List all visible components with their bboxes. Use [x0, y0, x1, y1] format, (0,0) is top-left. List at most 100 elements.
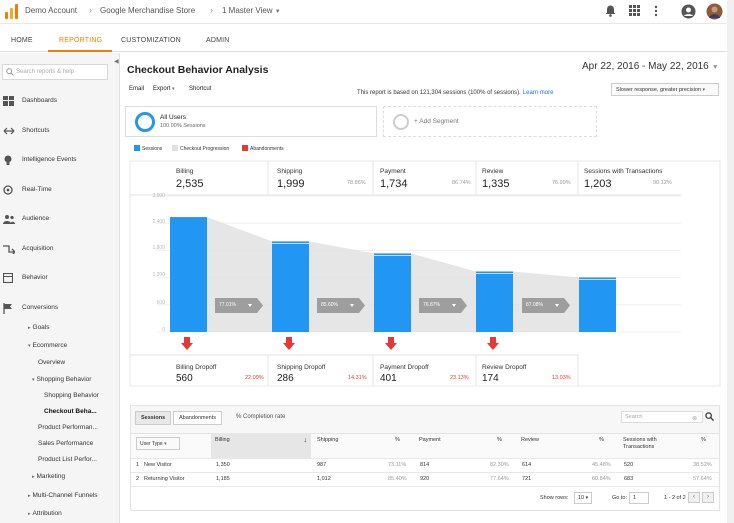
table-search-input[interactable]: Search: [621, 411, 703, 423]
analytics-logo-icon[interactable]: [5, 4, 18, 19]
property-crumb[interactable]: Google Merchandise Store: [100, 6, 196, 15]
segment-title: All Users: [160, 114, 187, 121]
export-button[interactable]: Export ▾: [153, 86, 175, 92]
segment-all-users[interactable]: All Users 100.00% Sessions: [125, 106, 377, 137]
caret-right-icon: ▸: [32, 474, 35, 480]
sidebar-item-ecommerce[interactable]: ▾ Ecommerce: [28, 342, 67, 349]
precision-selector[interactable]: Slower response, greater precision ▾: [611, 83, 719, 96]
cell: 614: [522, 462, 532, 468]
col-review[interactable]: Review: [521, 437, 540, 443]
sidebar-item-attribution[interactable]: ▸ Attribution: [28, 510, 62, 517]
show-rows-select[interactable]: 10 ▾: [574, 492, 593, 504]
date-range-picker[interactable]: Apr 22, 2016 - May 22, 2016 ▼: [582, 61, 719, 72]
email-button[interactable]: Email: [129, 86, 145, 92]
tab-home[interactable]: HOME: [11, 37, 33, 44]
legend-abandonments-label: Abandonments: [250, 146, 284, 152]
sidebar-item-goals[interactable]: ▸ Goals: [28, 324, 50, 331]
dropoff-arrow-icon: [283, 337, 295, 350]
stage-label: Sessions with Transactions: [584, 168, 663, 175]
search-icon: [6, 68, 14, 76]
sidebar-item-product-list[interactable]: Product List Perfor...: [38, 456, 97, 463]
sidebar-item-marketing[interactable]: ▸ Marketing: [32, 473, 65, 480]
tab-reporting[interactable]: REPORTING: [59, 37, 103, 44]
sidebar-item-overview[interactable]: Overview: [38, 359, 66, 366]
page-scrollbar[interactable]: [727, 0, 734, 523]
goto-input[interactable]: 1: [629, 492, 649, 504]
tab-sessions[interactable]: Sessions: [135, 411, 172, 425]
completion-rate-toggle[interactable]: % Completion rate: [236, 414, 286, 420]
y-tick: 1,800: [152, 245, 165, 251]
prev-page-button[interactable]: ‹: [688, 492, 700, 503]
learn-more-link[interactable]: Learn more: [522, 90, 554, 96]
shortcut-button[interactable]: Shortcut: [189, 86, 212, 92]
sidebar-item-product-performance[interactable]: Product Performan...: [38, 424, 98, 431]
col-transactions-pct[interactable]: %: [701, 437, 706, 443]
col-billing[interactable]: Billing ↓: [211, 433, 311, 458]
sidebar: Search reports & help ◀ Dashboards Short…: [0, 53, 120, 523]
dropoff-value[interactable]: 286: [277, 373, 294, 384]
progression-rate: 87.08%: [526, 302, 543, 308]
row-user-type[interactable]: New Visitor: [144, 462, 172, 468]
search-icon[interactable]: [705, 412, 714, 421]
stage-label: Shipping: [277, 168, 303, 175]
clear-search-icon[interactable]: ⊗: [692, 416, 698, 422]
sidebar-item-dashboards[interactable]: Dashboards: [0, 94, 119, 108]
cell: 38.52%: [693, 462, 712, 468]
col-transactions[interactable]: Sessions with Transactions: [623, 437, 657, 450]
dropoff-value[interactable]: 174: [482, 373, 499, 384]
dashboard-icon: [3, 96, 14, 106]
dropoff-value[interactable]: 401: [380, 373, 397, 384]
add-segment-label: + Add Segment: [414, 118, 459, 125]
col-payment-pct[interactable]: %: [497, 437, 502, 443]
row-user-type[interactable]: Returning Visitor: [144, 476, 185, 482]
tab-abandonments[interactable]: Abandonments: [173, 411, 222, 425]
avatar[interactable]: [706, 3, 723, 20]
view-selector[interactable]: 1 Master View ▼: [222, 6, 281, 15]
dropoff-arrow-icon: [487, 337, 499, 350]
sidebar-item-intelligence[interactable]: Intelligence Events: [0, 153, 119, 167]
caret-down-icon: ▾: [32, 377, 35, 383]
sidebar-item-shopping-behavior-child[interactable]: Shopping Behavior: [44, 392, 99, 399]
sidebar-item-realtime[interactable]: Real-Time: [0, 183, 119, 197]
caret-down-icon: ▾: [28, 343, 31, 349]
col-payment[interactable]: Payment: [419, 437, 441, 443]
sidebar-item-label: Acquisition: [22, 245, 54, 252]
sidebar-item-shortcuts[interactable]: Shortcuts: [0, 124, 119, 138]
sessions-bar: [374, 253, 411, 332]
tab-admin[interactable]: ADMIN: [206, 37, 230, 44]
precision-label: Slower response, greater precision: [616, 87, 701, 93]
breakdown-table: Sessions Abandonments % Completion rate …: [130, 405, 720, 511]
col-review-pct[interactable]: %: [599, 437, 604, 443]
account-crumb[interactable]: Demo Account: [25, 6, 78, 15]
add-segment-button[interactable]: + Add Segment: [383, 106, 597, 137]
page-range: 1 - 2 of 2: [664, 495, 686, 501]
goto-label: Go to:: [612, 495, 627, 501]
bell-icon[interactable]: [605, 5, 616, 17]
tab-customization[interactable]: CUSTOMIZATION: [121, 37, 181, 44]
sidebar-item-behavior[interactable]: Behavior: [0, 271, 119, 285]
sidebar-item-multichannel[interactable]: ▸ Multi-Channel Funnels: [28, 492, 98, 499]
col-shipping-pct[interactable]: %: [395, 437, 400, 443]
table-footer: Show rows: 10 ▾ Go to: 1 1 - 2 of 2 ‹ ›: [131, 486, 719, 510]
sidebar-item-checkout-behavior[interactable]: Checkout Beha...: [44, 408, 97, 415]
sidebar-item-shopping-behavior[interactable]: ▾ Shopping Behavior: [32, 376, 91, 383]
user-type-dimension[interactable]: User Type ▾: [136, 437, 180, 450]
col-shipping[interactable]: Shipping: [317, 437, 339, 443]
progression-arrow: [317, 298, 365, 313]
apps-grid-icon[interactable]: [629, 5, 640, 16]
sidebar-item-acquisition[interactable]: Acquisition: [0, 242, 119, 256]
sidebar-item-conversions[interactable]: Conversions: [0, 301, 119, 315]
sidebar-item-label: Audience: [22, 215, 50, 222]
collapse-sidebar-icon[interactable]: ◀: [114, 59, 119, 65]
sidebar-item-sales-performance[interactable]: Sales Performance: [38, 440, 94, 447]
account-circle-icon[interactable]: [681, 4, 696, 19]
sidebar-search-input[interactable]: Search reports & help: [2, 64, 108, 80]
cell: 520: [624, 462, 634, 468]
more-vert-icon[interactable]: [654, 5, 658, 17]
dropoff-value[interactable]: 560: [176, 373, 193, 384]
next-page-button[interactable]: ›: [702, 492, 714, 503]
lightbulb-icon: [3, 155, 13, 166]
legend-progression: Checkout Progression: [172, 145, 229, 152]
sessions-bar: [272, 241, 309, 332]
sidebar-item-audience[interactable]: Audience: [0, 212, 119, 226]
